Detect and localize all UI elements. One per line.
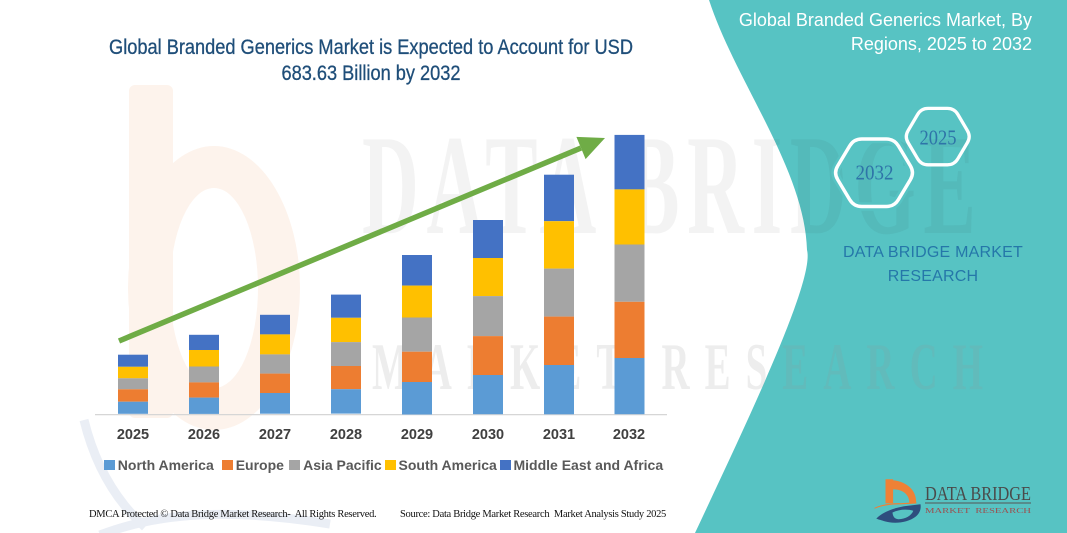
svg-text:MARKET RESEARCH: MARKET RESEARCH: [925, 507, 1031, 515]
svg-text:2025: 2025: [920, 126, 957, 150]
svg-text:2032: 2032: [856, 161, 894, 185]
svg-text:DATA BRIDGE: DATA BRIDGE: [925, 483, 1031, 505]
